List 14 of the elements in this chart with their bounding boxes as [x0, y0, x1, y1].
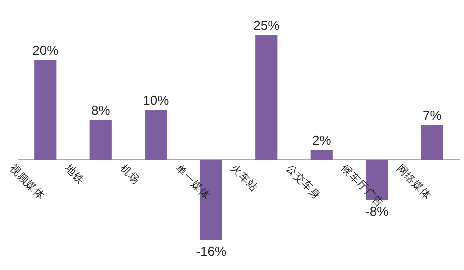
- x-tick-label: 单一媒体: [173, 162, 214, 202]
- data-label: 20%: [32, 43, 60, 58]
- x-tick-label: 机场: [118, 162, 142, 187]
- data-label: 25%: [254, 18, 280, 33]
- data-label: -16%: [196, 244, 227, 259]
- x-tick-label: 地铁: [62, 161, 88, 187]
- data-label: 7%: [422, 108, 442, 123]
- x-tick-label: 视频媒体: [8, 162, 48, 202]
- x-tick-label: 公交车身: [284, 162, 324, 202]
- x-tick-label: 火车站: [228, 162, 262, 194]
- x-tick-label: 网络媒体: [394, 162, 434, 202]
- data-label: 8%: [91, 103, 111, 118]
- data-label: 2%: [312, 133, 332, 148]
- data-label: 10%: [143, 93, 170, 108]
